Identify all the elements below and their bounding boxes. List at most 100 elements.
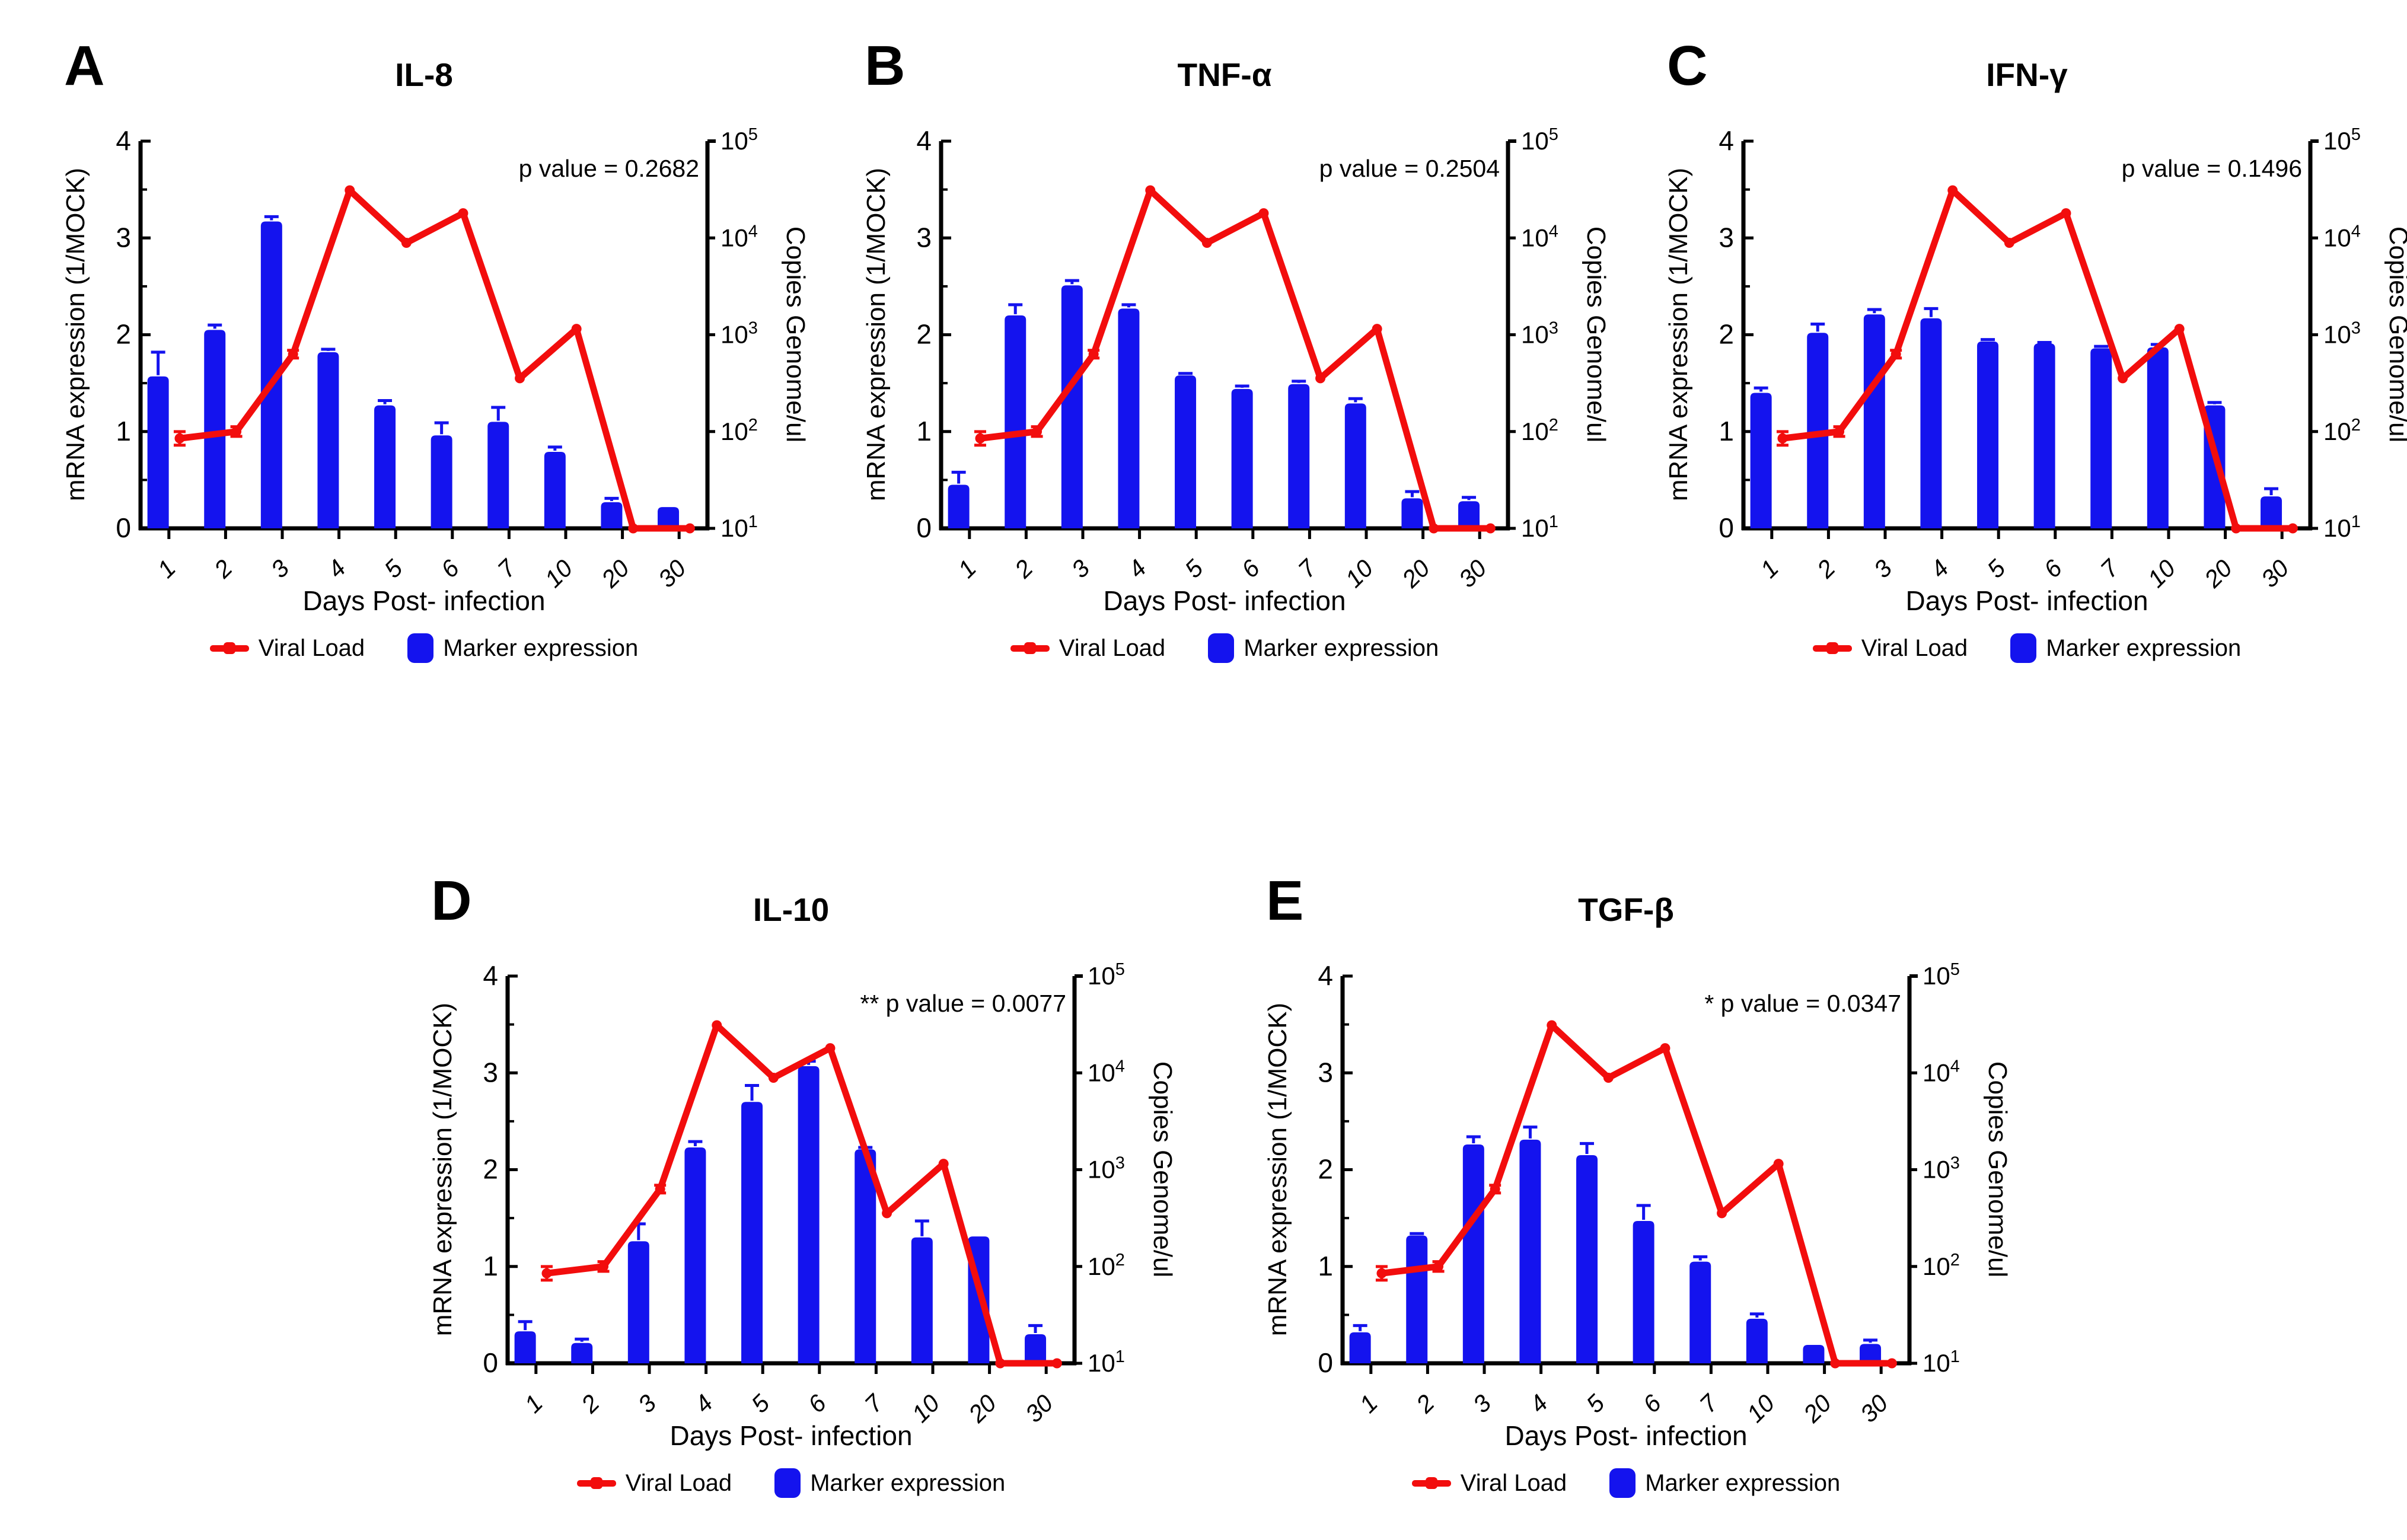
- bar: [514, 1331, 536, 1363]
- svg-text:102: 102: [1923, 1251, 1960, 1280]
- svg-text:4: 4: [916, 125, 932, 156]
- legend-label-viral-load: Viral Load: [1460, 1469, 1567, 1496]
- viral-load-point: [1717, 1208, 1727, 1219]
- bar: [1344, 403, 1366, 528]
- viral-load-line-icon: [576, 1477, 616, 1489]
- marker-expression-bars: [147, 221, 680, 528]
- p-value-label: * p value = 0.0347: [1704, 990, 1901, 1017]
- p-value-label: p value = 0.2504: [1319, 155, 1500, 182]
- viral-load-line: [1375, 1020, 1897, 1369]
- svg-text:3: 3: [266, 554, 295, 584]
- bar: [855, 1149, 876, 1363]
- svg-text:5: 5: [1982, 554, 2011, 584]
- bar: [741, 1102, 763, 1363]
- svg-text:101: 101: [1088, 1347, 1125, 1377]
- bar: [1288, 384, 1310, 528]
- legend-item-viral-load: Viral Load: [576, 1470, 732, 1497]
- svg-text:2: 2: [1410, 1389, 1439, 1418]
- left-axis-title: mRNA expression (1/MOCK): [1263, 1003, 1292, 1336]
- viral-load-point: [1433, 1261, 1444, 1272]
- viral-load-line: [540, 1020, 1062, 1369]
- svg-text:103: 103: [1521, 319, 1558, 349]
- viral-load-point: [1773, 1159, 1784, 1169]
- bar: [260, 221, 282, 528]
- svg-text:7: 7: [492, 553, 522, 583]
- bar: [1689, 1261, 1711, 1363]
- svg-text:2: 2: [116, 319, 131, 350]
- svg-text:101: 101: [1521, 512, 1558, 542]
- bar: [627, 1241, 649, 1363]
- bar: [2261, 496, 2282, 528]
- viral-load-point: [882, 1208, 892, 1219]
- bar: [147, 376, 169, 528]
- svg-text:1: 1: [116, 416, 131, 447]
- viral-load-point: [1603, 1073, 1614, 1083]
- svg-text:103: 103: [2323, 319, 2361, 349]
- marker-expression-bars: [1349, 1139, 1882, 1363]
- bar: [2147, 347, 2169, 528]
- viral-load-point: [1490, 1184, 1500, 1194]
- svg-text:1: 1: [1354, 1389, 1383, 1418]
- viral-load-point: [1051, 1358, 1062, 1369]
- svg-text:0: 0: [916, 512, 932, 543]
- svg-text:103: 103: [720, 319, 758, 349]
- svg-text:3: 3: [633, 1389, 662, 1418]
- svg-text:0: 0: [483, 1347, 498, 1378]
- viral-load-point: [1547, 1020, 1557, 1031]
- viral-load-point: [1834, 426, 1845, 437]
- svg-text:5: 5: [379, 554, 408, 584]
- bar: [204, 330, 226, 528]
- bar: [684, 1147, 706, 1363]
- svg-text:104: 104: [720, 222, 758, 251]
- bar: [1231, 388, 1253, 528]
- viral-load-point: [768, 1073, 779, 1083]
- viral-load-point: [1777, 433, 1788, 444]
- bar: [1349, 1332, 1371, 1363]
- svg-text:4: 4: [1925, 554, 1954, 584]
- svg-text:4: 4: [483, 960, 498, 991]
- viral-load-point: [1947, 185, 1958, 196]
- bar: [2090, 348, 2112, 528]
- marker-expression-bars: [1750, 314, 2282, 528]
- p-value-label: p value = 0.2682: [518, 155, 699, 182]
- left-axis-title: mRNA expression (1/MOCK): [61, 168, 90, 501]
- bar: [1746, 1318, 1768, 1363]
- panel-tgf-beta: E TGF-β mRNA expression (1/MOCK) Copies …: [1249, 862, 2054, 1532]
- marker-expression-swatch-icon: [407, 633, 434, 663]
- svg-text:6: 6: [436, 554, 465, 584]
- svg-text:1: 1: [916, 416, 932, 447]
- viral-load-line-icon: [1812, 642, 1852, 654]
- legend-label-marker-expression: Marker expression: [810, 1469, 1006, 1496]
- legend: Viral Load Marker expression: [941, 633, 1508, 663]
- panel-title: IL-10: [753, 891, 830, 928]
- marker-expression-swatch-icon: [774, 1468, 801, 1498]
- viral-load-point: [1886, 1358, 1897, 1369]
- viral-load-point: [1315, 373, 1326, 384]
- legend: Viral Load Marker expression: [1343, 1468, 1909, 1498]
- svg-text:2: 2: [1719, 319, 1734, 350]
- bar: [431, 435, 452, 528]
- svg-text:6: 6: [2039, 554, 2068, 584]
- chart-tnf-alpha: mRNA expression (1/MOCK) Copies Genome/u…: [862, 125, 1611, 593]
- viral-load-point: [938, 1159, 949, 1169]
- svg-text:1: 1: [1755, 554, 1784, 584]
- svg-text:4: 4: [1524, 1389, 1553, 1418]
- bar: [658, 507, 680, 528]
- svg-text:0: 0: [1719, 512, 1734, 543]
- svg-text:101: 101: [1923, 1347, 1960, 1377]
- viral-load-point: [628, 523, 639, 534]
- svg-text:6: 6: [1236, 554, 1265, 584]
- svg-text:0: 0: [116, 512, 131, 543]
- bar: [571, 1343, 593, 1363]
- viral-load-point: [541, 1268, 552, 1278]
- svg-text:1: 1: [953, 554, 982, 584]
- svg-text:3: 3: [1869, 554, 1898, 584]
- svg-text:2: 2: [916, 319, 932, 350]
- viral-load-point: [515, 373, 525, 384]
- legend: Viral Load Marker expression: [1743, 633, 2310, 663]
- panel-title: IL-8: [395, 56, 453, 93]
- chart-il10: mRNA expression (1/MOCK) Copies Genome/u…: [428, 960, 1177, 1428]
- bar: [1519, 1139, 1541, 1363]
- legend-item-viral-load: Viral Load: [1411, 1469, 1567, 1497]
- viral-load-point: [684, 523, 695, 534]
